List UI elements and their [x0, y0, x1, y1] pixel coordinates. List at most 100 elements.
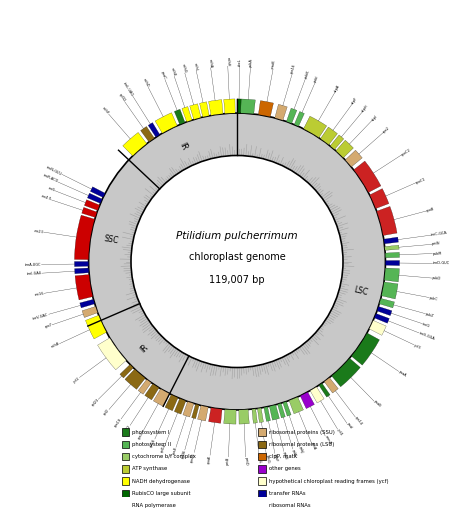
- Text: Ptilidium pulcherrimum: Ptilidium pulcherrimum: [176, 231, 298, 241]
- Text: psbI: psbI: [313, 75, 320, 83]
- Wedge shape: [286, 108, 297, 123]
- Wedge shape: [182, 107, 192, 122]
- Text: other genes: other genes: [269, 467, 301, 471]
- Text: rps16: rps16: [290, 64, 297, 74]
- Text: chloroplast genome: chloroplast genome: [189, 252, 285, 262]
- Text: LSC: LSC: [353, 285, 369, 297]
- Wedge shape: [183, 402, 194, 417]
- Wedge shape: [300, 392, 314, 408]
- Text: ycf2: ycf2: [72, 376, 81, 383]
- Wedge shape: [336, 140, 354, 158]
- Wedge shape: [141, 127, 155, 142]
- Text: RNA polymerase: RNA polymerase: [132, 503, 176, 508]
- Text: rpl16: rpl16: [149, 438, 157, 448]
- Bar: [121, 477, 129, 485]
- Text: trnV-GAC: trnV-GAC: [32, 312, 49, 321]
- Text: petN: petN: [432, 242, 440, 246]
- Wedge shape: [138, 379, 151, 394]
- Wedge shape: [74, 262, 89, 267]
- Wedge shape: [370, 189, 389, 209]
- Text: psbM: psbM: [432, 251, 442, 256]
- Wedge shape: [154, 389, 170, 406]
- Wedge shape: [269, 405, 279, 420]
- Bar: [258, 440, 266, 448]
- Text: ndhA: ndhA: [208, 59, 213, 68]
- Text: ATP synthase: ATP synthase: [132, 467, 168, 471]
- Text: atpH: atpH: [361, 104, 370, 113]
- Bar: [258, 453, 266, 460]
- Text: photosystem II: photosystem II: [132, 442, 172, 447]
- Wedge shape: [82, 306, 98, 317]
- Wedge shape: [332, 358, 360, 387]
- Wedge shape: [330, 135, 344, 150]
- Text: trnR-ACG: trnR-ACG: [43, 174, 59, 184]
- Wedge shape: [224, 410, 236, 424]
- Wedge shape: [155, 113, 177, 133]
- Text: rrn5: rrn5: [47, 186, 55, 192]
- Text: rps8: rps8: [172, 447, 178, 456]
- Bar: [121, 453, 129, 460]
- Wedge shape: [84, 200, 100, 210]
- Text: ndhI: ndhI: [192, 62, 198, 71]
- Wedge shape: [241, 99, 255, 114]
- Wedge shape: [239, 410, 249, 424]
- Text: rps2: rps2: [383, 126, 391, 134]
- Text: petL: petL: [257, 456, 262, 464]
- Wedge shape: [382, 282, 398, 299]
- Text: hypothetical chloroplast reading frames (ycf): hypothetical chloroplast reading frames …: [269, 479, 389, 484]
- Text: atpA: atpA: [333, 84, 341, 93]
- Wedge shape: [258, 100, 273, 117]
- Text: rrn16: rrn16: [34, 291, 45, 297]
- Bar: [121, 490, 129, 497]
- Text: RubisCO large subunit: RubisCO large subunit: [132, 491, 191, 496]
- Wedge shape: [174, 109, 185, 124]
- Text: ribosomal proteins (LSU): ribosomal proteins (LSU): [269, 442, 335, 447]
- Wedge shape: [277, 403, 285, 418]
- Text: trnI-GAU: trnI-GAU: [27, 271, 42, 276]
- Wedge shape: [385, 260, 400, 266]
- Wedge shape: [87, 193, 102, 203]
- Wedge shape: [354, 161, 381, 192]
- Text: rpoA: rpoA: [207, 455, 212, 464]
- Text: rps7: rps7: [44, 323, 53, 329]
- Text: psaA: psaA: [398, 370, 407, 378]
- Bar: [121, 465, 129, 473]
- Text: rpl22: rpl22: [123, 424, 132, 434]
- Text: psbA: psbA: [248, 58, 253, 66]
- Text: rps11: rps11: [190, 452, 196, 463]
- Text: ndhB: ndhB: [50, 342, 60, 349]
- Text: atpI: atpI: [371, 114, 378, 121]
- Wedge shape: [283, 402, 291, 416]
- Text: rpl23: rpl23: [91, 398, 100, 407]
- Bar: [258, 428, 266, 436]
- Wedge shape: [324, 378, 338, 393]
- Text: petA: petA: [310, 441, 316, 451]
- Wedge shape: [80, 299, 95, 308]
- Bar: [121, 428, 129, 436]
- Text: psbF: psbF: [273, 453, 278, 462]
- Wedge shape: [209, 100, 223, 116]
- Wedge shape: [125, 369, 146, 389]
- Wedge shape: [275, 104, 287, 120]
- Wedge shape: [351, 333, 380, 365]
- Text: SSC: SSC: [103, 234, 119, 246]
- Wedge shape: [303, 116, 327, 138]
- Wedge shape: [224, 99, 235, 113]
- Text: ndhH: ndhH: [225, 56, 230, 66]
- Wedge shape: [289, 397, 303, 414]
- Text: trnC-GCA: trnC-GCA: [430, 231, 447, 237]
- Text: rpoC2: rpoC2: [400, 147, 411, 157]
- Wedge shape: [85, 315, 107, 339]
- Wedge shape: [320, 127, 337, 145]
- Text: ndhE: ndhE: [169, 67, 176, 77]
- Wedge shape: [384, 268, 400, 282]
- Wedge shape: [385, 252, 400, 258]
- Text: rpl2: rpl2: [103, 408, 110, 416]
- Wedge shape: [145, 384, 159, 400]
- Bar: [258, 477, 266, 485]
- Wedge shape: [310, 387, 324, 403]
- Wedge shape: [89, 113, 385, 410]
- Text: trnD-GUC: trnD-GUC: [433, 262, 450, 266]
- Text: ycf3: ycf3: [413, 343, 422, 350]
- Text: rpl32: rpl32: [118, 93, 126, 103]
